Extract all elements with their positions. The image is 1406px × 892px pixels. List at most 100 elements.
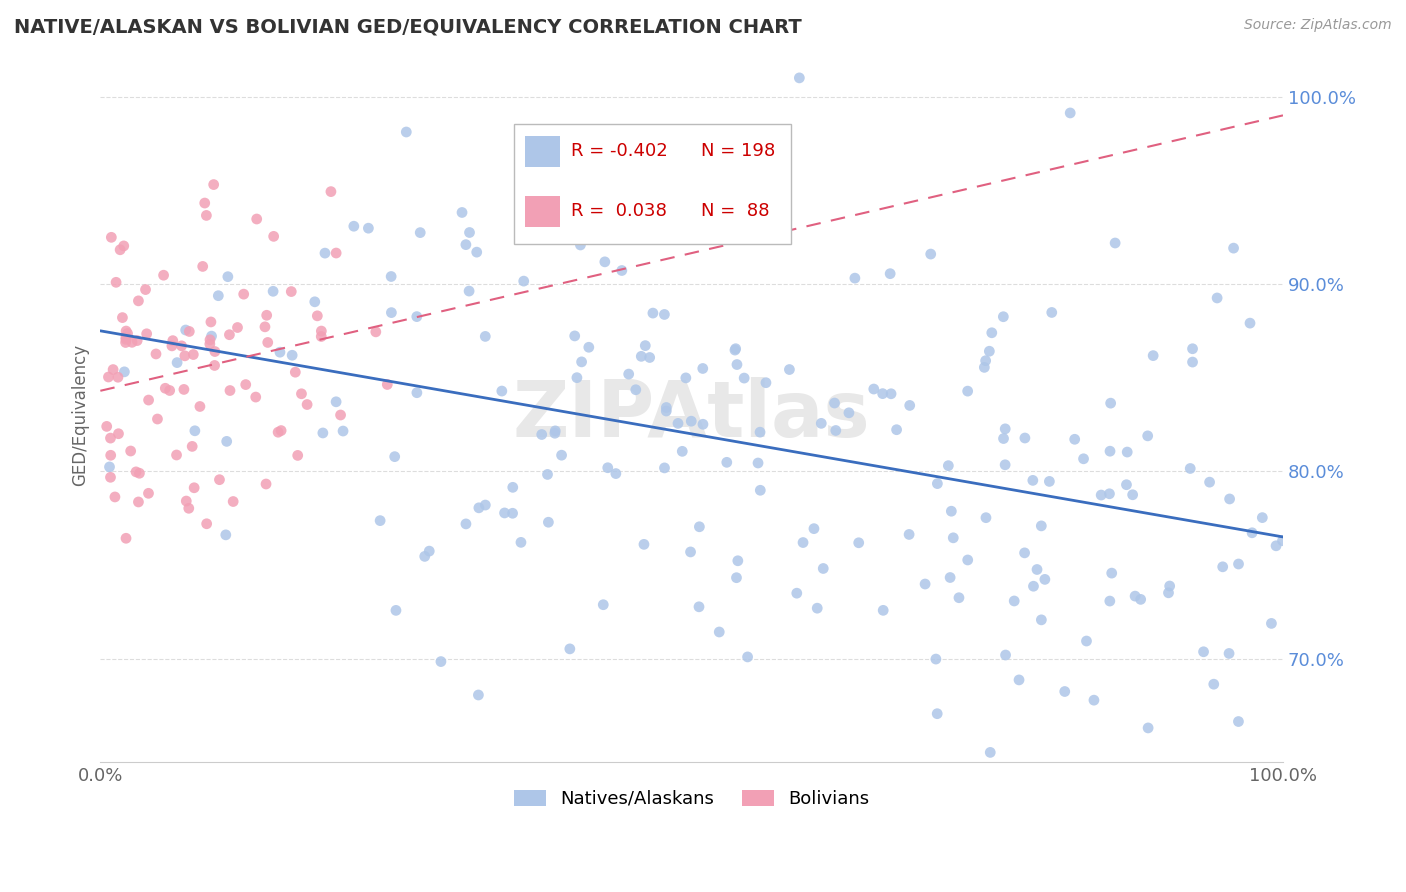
Point	[166, 448, 188, 462]
Point	[121, 335, 143, 350]
Point	[1022, 579, 1045, 593]
Point	[1212, 559, 1234, 574]
Point	[725, 358, 748, 372]
Point	[610, 263, 633, 277]
Point	[544, 424, 567, 438]
Point	[544, 426, 567, 441]
Point	[418, 544, 440, 558]
Point	[806, 601, 828, 615]
Point	[146, 412, 169, 426]
Point	[115, 330, 138, 344]
Point	[104, 490, 127, 504]
Point	[939, 570, 962, 584]
Point	[364, 325, 387, 339]
Point	[973, 360, 995, 375]
Point	[380, 305, 402, 319]
Point	[145, 347, 167, 361]
Text: ZIPAtlas: ZIPAtlas	[513, 377, 870, 453]
Point	[195, 209, 218, 223]
Point	[1260, 616, 1282, 631]
Point	[844, 271, 866, 285]
Point	[284, 365, 307, 379]
Point	[194, 196, 217, 211]
Point	[1014, 431, 1036, 445]
Point	[927, 706, 949, 721]
Point	[152, 268, 174, 283]
Point	[898, 399, 921, 413]
Point	[454, 516, 477, 531]
Point	[304, 294, 326, 309]
Point	[792, 535, 814, 549]
Point	[948, 591, 970, 605]
Point	[127, 334, 149, 348]
Point	[384, 450, 406, 464]
Point	[925, 652, 948, 666]
Point	[219, 384, 242, 398]
Point	[162, 334, 184, 348]
Point	[108, 243, 131, 257]
Point	[200, 329, 222, 343]
Text: Source: ZipAtlas.com: Source: ZipAtlas.com	[1244, 18, 1392, 32]
Point	[655, 404, 678, 418]
Point	[107, 370, 129, 384]
Point	[218, 327, 240, 342]
Point	[1098, 594, 1121, 608]
Point	[117, 326, 139, 341]
Point	[96, 419, 118, 434]
Point	[325, 246, 347, 260]
Point	[956, 553, 979, 567]
Point	[1192, 645, 1215, 659]
Point	[510, 535, 533, 549]
Point	[692, 417, 714, 432]
Point	[1206, 291, 1229, 305]
Point	[380, 269, 402, 284]
Point	[267, 425, 290, 440]
Point	[789, 70, 811, 85]
Point	[886, 423, 908, 437]
Point	[246, 212, 269, 227]
Point	[474, 498, 496, 512]
Point	[709, 625, 731, 640]
Point	[1202, 677, 1225, 691]
Point	[270, 424, 292, 438]
Point	[654, 461, 676, 475]
Point	[1271, 533, 1294, 548]
Point	[848, 535, 870, 549]
Point	[993, 432, 1015, 446]
Point	[159, 384, 181, 398]
Point	[127, 293, 149, 308]
Point	[295, 398, 318, 412]
Point	[179, 325, 201, 339]
Point	[115, 531, 138, 545]
Point	[311, 324, 333, 338]
Point	[810, 417, 832, 431]
Point	[679, 545, 702, 559]
Point	[235, 377, 257, 392]
Point	[747, 456, 769, 470]
Point	[994, 458, 1017, 472]
Point	[727, 554, 749, 568]
Point	[307, 309, 329, 323]
Point	[125, 465, 148, 479]
Point	[749, 483, 772, 498]
Point	[671, 444, 693, 458]
Point	[454, 237, 477, 252]
Point	[920, 247, 942, 261]
Point	[914, 577, 936, 591]
Point	[204, 359, 226, 373]
Point	[405, 310, 427, 324]
Point	[530, 427, 553, 442]
Point	[98, 459, 121, 474]
Point	[880, 386, 903, 401]
Point	[1227, 557, 1250, 571]
Y-axis label: GED/Equivalency: GED/Equivalency	[72, 344, 89, 486]
Point	[1002, 594, 1025, 608]
Point	[956, 384, 979, 398]
Point	[458, 284, 481, 298]
Point	[688, 520, 710, 534]
Point	[803, 522, 825, 536]
Point	[941, 504, 963, 518]
Point	[564, 329, 586, 343]
Point	[368, 514, 391, 528]
Point	[994, 422, 1017, 436]
